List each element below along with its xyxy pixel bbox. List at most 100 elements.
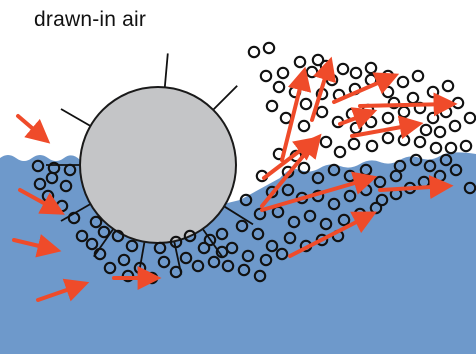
bubble-icon bbox=[441, 79, 455, 93]
blade-line bbox=[201, 228, 223, 258]
bubble-icon bbox=[297, 161, 311, 175]
bubble-icon bbox=[393, 159, 407, 173]
bubble-icon bbox=[125, 239, 139, 253]
bubble-icon bbox=[31, 159, 45, 173]
bubble-icon bbox=[426, 111, 440, 125]
bubble-icon bbox=[336, 62, 350, 76]
bubble-icon bbox=[333, 145, 347, 159]
water-main bbox=[0, 152, 476, 354]
bubble-icon bbox=[157, 255, 171, 269]
bubble-icon bbox=[153, 241, 167, 255]
bubble-icon bbox=[365, 139, 379, 153]
flow-arrow-icon bbox=[12, 234, 62, 258]
bubble-icon bbox=[375, 193, 389, 207]
bubble-icon bbox=[253, 207, 267, 221]
bubble-icon bbox=[221, 259, 235, 273]
bubble-icon bbox=[262, 41, 276, 55]
bubble-icon bbox=[463, 111, 476, 125]
bubble-icon bbox=[315, 233, 329, 247]
bubble-icon bbox=[413, 135, 427, 149]
bubble-icon bbox=[117, 253, 131, 267]
bubble-icon bbox=[387, 96, 401, 110]
flow-arrow-icon bbox=[310, 56, 337, 122]
blade-line bbox=[212, 85, 238, 111]
bubble-icon bbox=[207, 255, 221, 269]
bubble-icon bbox=[287, 215, 301, 229]
bubble-icon bbox=[293, 55, 307, 69]
bubble-icon bbox=[89, 215, 103, 229]
bubble-icon bbox=[281, 183, 295, 197]
bubble-icon bbox=[303, 209, 317, 223]
bubble-icon bbox=[265, 239, 279, 253]
bubble-icon bbox=[97, 225, 111, 239]
flow-arrow-icon bbox=[262, 136, 319, 180]
bubble-icon bbox=[169, 265, 183, 279]
bubble-icon bbox=[311, 171, 325, 185]
bubble-icon bbox=[397, 133, 411, 147]
flow-arrow-icon bbox=[358, 92, 458, 117]
bubble-icon bbox=[276, 66, 290, 80]
bubble-icon bbox=[251, 227, 265, 241]
bubble-icon bbox=[93, 247, 107, 261]
bubble-icon bbox=[325, 73, 339, 87]
bubble-icon bbox=[259, 69, 273, 83]
bubble-icon bbox=[59, 179, 73, 193]
bubble-icon bbox=[419, 123, 433, 137]
bubble-icon bbox=[349, 121, 363, 135]
flow-arrow-icon bbox=[36, 278, 90, 302]
bubble-icon bbox=[449, 163, 463, 177]
bubble-icon bbox=[337, 213, 351, 227]
bubble-icon bbox=[347, 137, 361, 151]
bubble-icon bbox=[272, 80, 286, 94]
bubble-icon bbox=[183, 229, 197, 243]
flow-arrow-icon bbox=[280, 66, 312, 162]
bubble-icon bbox=[237, 263, 251, 277]
blade-line bbox=[60, 108, 91, 127]
bubble-icon bbox=[179, 251, 193, 265]
bubble-icon bbox=[364, 61, 378, 75]
bubble-icon bbox=[364, 115, 378, 129]
flow-arrow-icon bbox=[338, 107, 378, 130]
flow-arrow-icon bbox=[260, 171, 378, 212]
bubble-icon bbox=[63, 163, 77, 177]
bubble-icon bbox=[459, 139, 473, 153]
bubble-icon bbox=[85, 237, 99, 251]
flow-arrow-icon bbox=[332, 72, 400, 104]
bubble-icon bbox=[215, 227, 229, 241]
blade-line bbox=[163, 53, 169, 88]
bubble-icon bbox=[297, 119, 311, 133]
bubble-icon bbox=[381, 131, 395, 145]
bubble-icon bbox=[319, 217, 333, 231]
blade-line bbox=[223, 205, 254, 226]
bubble-icon bbox=[283, 231, 297, 245]
bubble-icon bbox=[406, 91, 420, 105]
bubble-icon bbox=[299, 97, 313, 111]
bubble-icon bbox=[203, 233, 217, 247]
bubble-icon bbox=[305, 65, 319, 79]
bubble-icon bbox=[259, 253, 273, 267]
flow-arrow-icon bbox=[288, 211, 377, 258]
bubble-icon bbox=[253, 269, 267, 283]
bubble-icon bbox=[381, 85, 395, 99]
bubble-icon bbox=[33, 177, 47, 191]
bubble-icon bbox=[448, 119, 462, 133]
bubble-icon bbox=[319, 135, 333, 149]
bubble-icon bbox=[241, 249, 255, 263]
bubble-icon bbox=[439, 105, 453, 119]
bubble-icon bbox=[343, 189, 357, 203]
bubble-icon bbox=[327, 197, 341, 211]
bubble-icon bbox=[215, 245, 229, 259]
flow-arrows bbox=[12, 56, 458, 302]
bubble-icon bbox=[397, 105, 411, 119]
bubble-icon bbox=[381, 111, 395, 125]
bubble-icon bbox=[349, 66, 363, 80]
bubble-icon bbox=[411, 69, 425, 83]
bubble-icon bbox=[275, 247, 289, 261]
bubble-icon bbox=[265, 185, 279, 199]
bubble-icon bbox=[247, 45, 261, 59]
bubble-icon bbox=[103, 261, 117, 275]
bubble-icon bbox=[169, 235, 183, 249]
rotating-cylinder bbox=[79, 86, 237, 244]
bubble-icon bbox=[235, 219, 249, 233]
